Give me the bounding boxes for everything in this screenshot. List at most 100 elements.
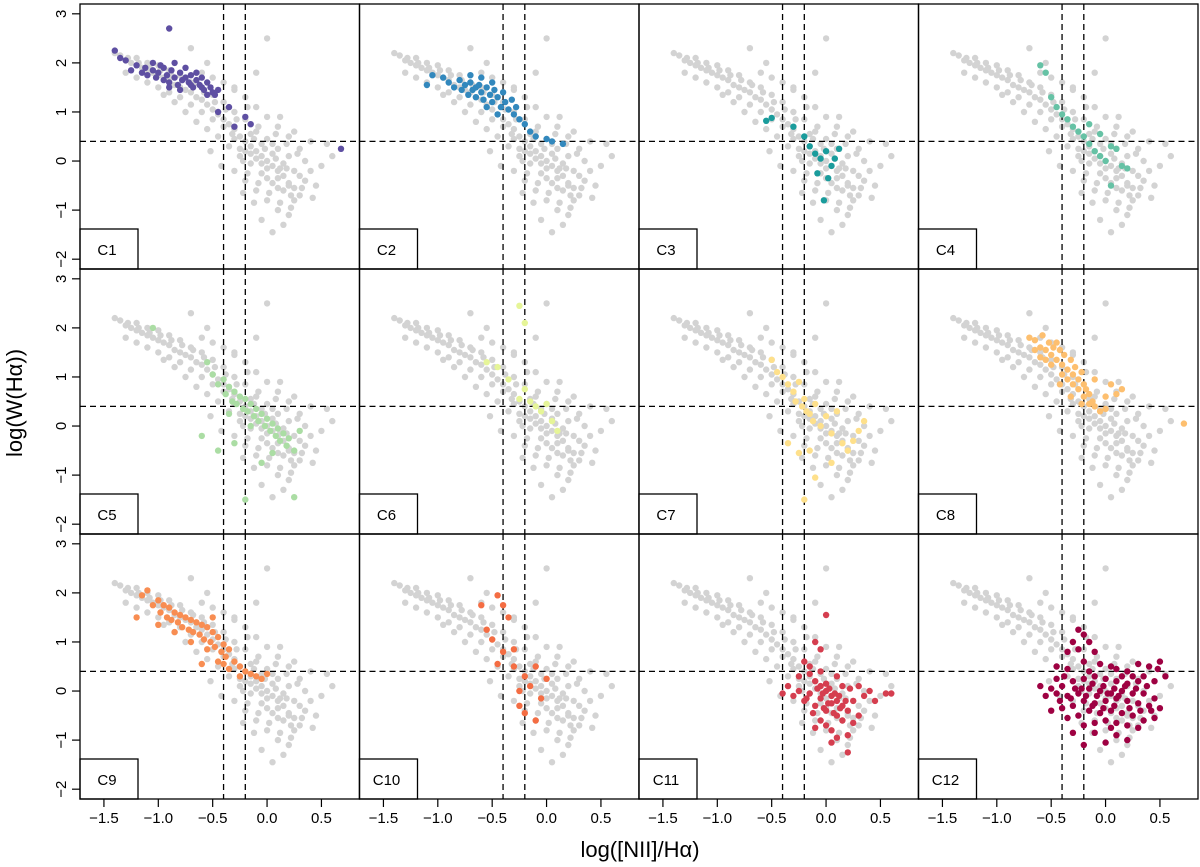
background-point: [1039, 89, 1046, 96]
background-point: [512, 381, 520, 388]
background-point: [478, 626, 485, 633]
series-point: [1086, 140, 1093, 148]
series-point: [795, 687, 803, 695]
series-point: [812, 400, 819, 408]
background-point: [844, 182, 851, 189]
series-point: [1135, 724, 1142, 731]
x-tick-label: 0.0: [1095, 810, 1116, 827]
background-point: [537, 746, 545, 754]
background-point: [1048, 116, 1055, 123]
background-point: [527, 660, 534, 668]
series-point: [1086, 390, 1093, 398]
background-point: [516, 152, 523, 160]
series-point: [882, 690, 890, 697]
background-point: [412, 339, 420, 346]
background-point: [458, 341, 465, 349]
background-point: [779, 628, 786, 636]
background-point: [309, 459, 316, 466]
background-point: [261, 145, 269, 152]
background-point: [828, 415, 835, 422]
background-point: [456, 624, 463, 631]
background-point: [855, 410, 862, 417]
background-point: [294, 680, 301, 687]
series-point: [809, 709, 817, 717]
panel-label: C3: [656, 242, 675, 259]
background-point: [1137, 449, 1144, 457]
series-point: [1102, 405, 1109, 413]
background-point: [1107, 444, 1115, 452]
series-point: [532, 663, 539, 670]
series-point: [502, 98, 509, 106]
background-point: [1017, 606, 1024, 614]
background-point: [489, 646, 496, 653]
background-point: [670, 579, 677, 587]
series-point: [835, 692, 843, 700]
background-point: [850, 432, 857, 440]
background-point: [757, 69, 764, 76]
background-point: [801, 148, 808, 155]
background-point: [877, 427, 884, 435]
background-point: [445, 597, 452, 604]
background-point: [253, 155, 260, 162]
background-point: [806, 680, 813, 687]
background-point: [272, 660, 279, 668]
series-point: [1078, 368, 1085, 376]
background-point: [1115, 113, 1122, 121]
x-tick-label: −0.5: [198, 810, 228, 827]
series-point: [819, 690, 826, 697]
series-point: [1071, 685, 1079, 692]
background-point: [562, 165, 570, 172]
background-point: [434, 602, 441, 609]
background-point: [984, 329, 992, 336]
background-point: [160, 356, 167, 363]
series-point: [255, 417, 262, 425]
background-point: [725, 89, 732, 96]
background-point: [1102, 643, 1109, 651]
series-point: [494, 592, 501, 599]
background-point: [187, 45, 195, 52]
background-point: [831, 660, 838, 668]
background-point: [1115, 643, 1122, 651]
series-point: [844, 732, 851, 739]
series-point: [458, 86, 465, 94]
background-point: [1053, 641, 1060, 648]
background-point: [478, 361, 485, 368]
background-point: [469, 611, 476, 619]
background-point: [287, 204, 295, 211]
series-point: [806, 690, 813, 697]
background-point: [748, 611, 756, 619]
background-point: [567, 457, 574, 464]
background-point: [844, 476, 851, 484]
background-point: [527, 415, 534, 422]
background-point: [1009, 346, 1017, 354]
background-point: [692, 54, 699, 62]
background-point: [287, 469, 295, 476]
background-point: [1080, 442, 1088, 449]
background-point: [768, 91, 775, 99]
series-point: [1064, 376, 1071, 383]
background-point: [708, 69, 716, 76]
background-point: [499, 344, 507, 351]
background-point: [963, 54, 970, 62]
background-point: [483, 366, 490, 373]
background-point: [543, 705, 550, 712]
background-point: [144, 59, 151, 67]
series-point: [1118, 386, 1126, 393]
background-point: [556, 165, 563, 172]
series-point: [499, 648, 507, 655]
background-point: [418, 329, 425, 336]
background-point: [1064, 143, 1071, 150]
series-point: [467, 79, 474, 86]
background-point: [423, 59, 431, 67]
series-point: [1061, 673, 1068, 680]
series-point: [429, 72, 436, 79]
background-point: [510, 351, 518, 359]
background-point: [537, 481, 545, 489]
background-point: [686, 589, 694, 597]
background-point: [982, 609, 990, 616]
series-point: [543, 135, 550, 143]
background-point: [1126, 204, 1133, 211]
series-point: [489, 79, 496, 86]
background-point: [1096, 140, 1104, 148]
series-point: [1096, 152, 1104, 160]
